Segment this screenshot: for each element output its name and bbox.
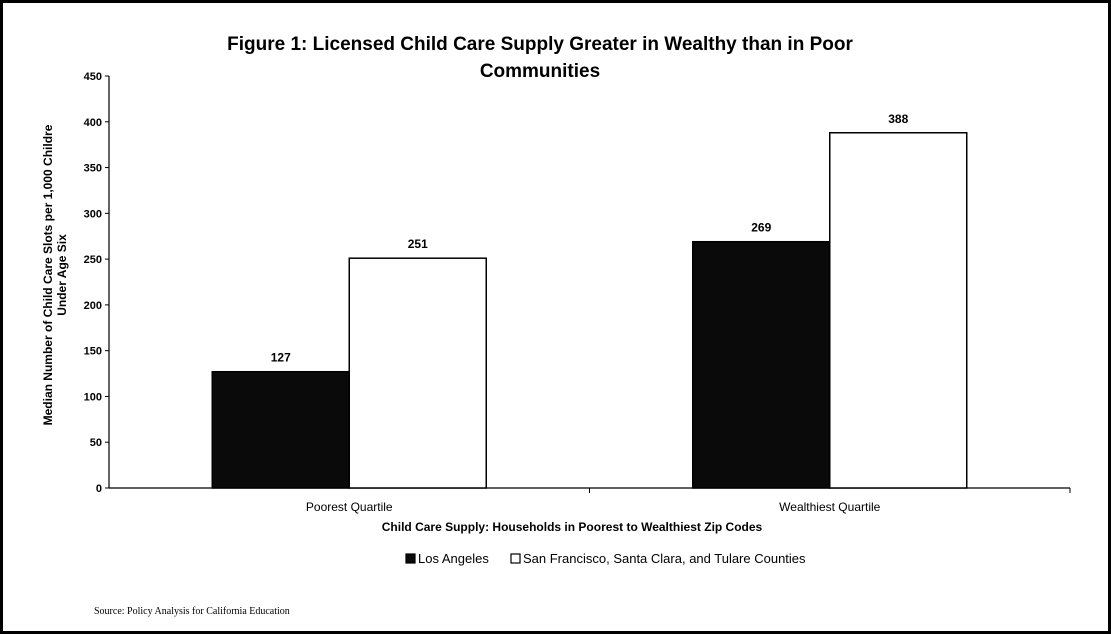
chart-title-line2: Communities xyxy=(480,61,600,82)
y-tick-label: 100 xyxy=(84,391,102,403)
y-axis-label-line1: Median Number of Child Care Slots per 1,… xyxy=(41,124,55,425)
y-tick-label: 200 xyxy=(84,300,102,312)
y-tick-label: 250 xyxy=(84,254,102,266)
y-tick-label: 0 xyxy=(96,483,102,495)
y-tick-label: 300 xyxy=(84,208,102,220)
bar-sf-santa-clara-tulare-poorest xyxy=(348,257,487,489)
data-label: 269 xyxy=(751,221,771,235)
y-tick-label: 400 xyxy=(84,117,102,129)
chart-title-line1: Figure 1: Licensed Child Care Supply Gre… xyxy=(227,34,853,55)
legend-swatch xyxy=(405,553,416,564)
data-label: 251 xyxy=(408,237,428,251)
legend-label: Los Angeles xyxy=(418,551,489,566)
x-axis-label: Child Care Supply: Households in Poorest… xyxy=(382,520,763,534)
legend-label: San Francisco, Santa Clara, and Tulare C… xyxy=(523,551,806,566)
y-axis-label-line2: Under Age Six xyxy=(55,234,69,316)
plot-area: 0 50 100 150 200 250 300 350 400 450 127 251 Poorest… xyxy=(84,71,1071,514)
data-label: 388 xyxy=(888,112,908,126)
x-category-label: Poorest Quartile xyxy=(306,500,393,514)
legend-swatch xyxy=(510,553,521,564)
y-tick-label: 350 xyxy=(84,163,102,175)
y-tick-label: 50 xyxy=(90,437,102,449)
y-tick-label: 150 xyxy=(84,346,102,358)
bar-sf-santa-clara-tulare-wealthiest xyxy=(829,132,968,489)
source-note: Source: Policy Analysis for California E… xyxy=(94,606,290,617)
bar-los-angeles-poorest xyxy=(211,370,350,489)
y-tick-label: 450 xyxy=(84,71,102,83)
x-category-label: Wealthiest Quartile xyxy=(779,500,880,514)
y-axis-label: Median Number of Child Care Slots per 1,… xyxy=(41,124,69,425)
legend: Los Angeles San Francisco, Santa Clara, a… xyxy=(405,551,806,566)
bar-los-angeles-wealthiest xyxy=(692,240,831,489)
data-label: 127 xyxy=(271,351,291,365)
